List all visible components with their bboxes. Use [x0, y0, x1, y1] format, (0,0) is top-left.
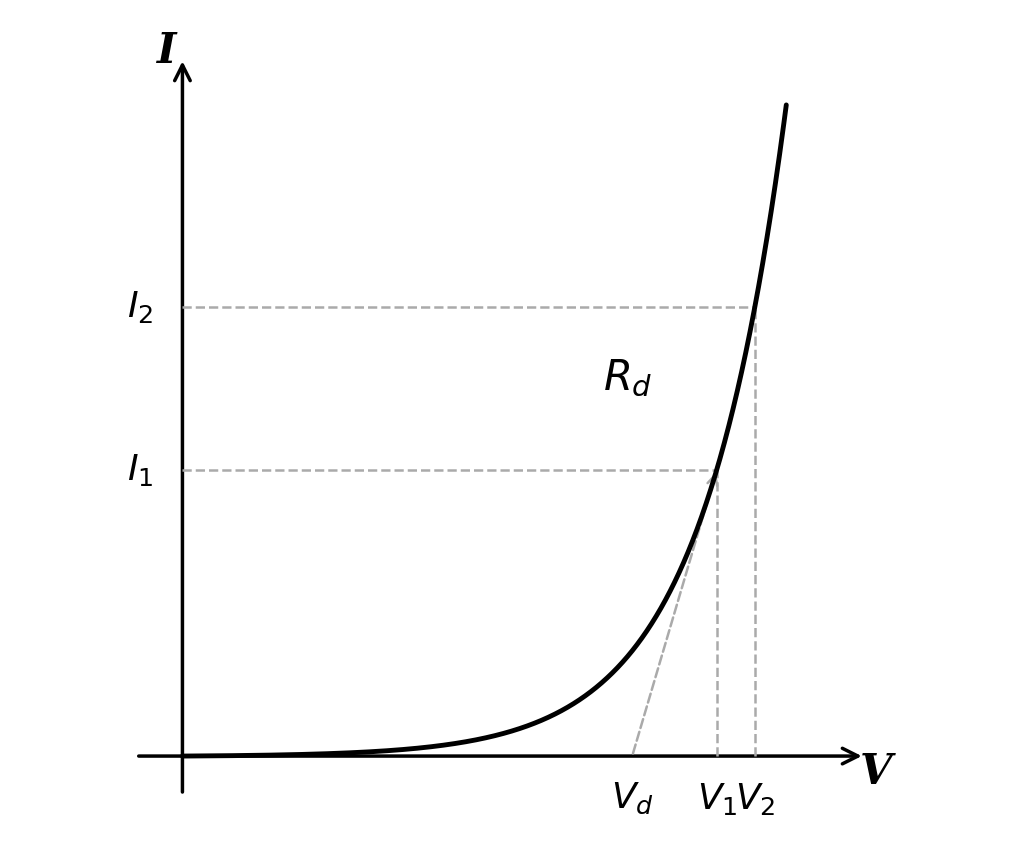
Text: $V_2$: $V_2$	[735, 781, 775, 817]
Text: $V_d$: $V_d$	[611, 781, 653, 816]
Text: $V_1$: $V_1$	[697, 781, 737, 817]
Text: V: V	[861, 751, 892, 793]
Text: $I_2$: $I_2$	[127, 288, 153, 325]
Text: I: I	[157, 29, 177, 71]
Text: $I_1$: $I_1$	[127, 451, 153, 487]
Text: $R_d$: $R_d$	[602, 357, 652, 400]
